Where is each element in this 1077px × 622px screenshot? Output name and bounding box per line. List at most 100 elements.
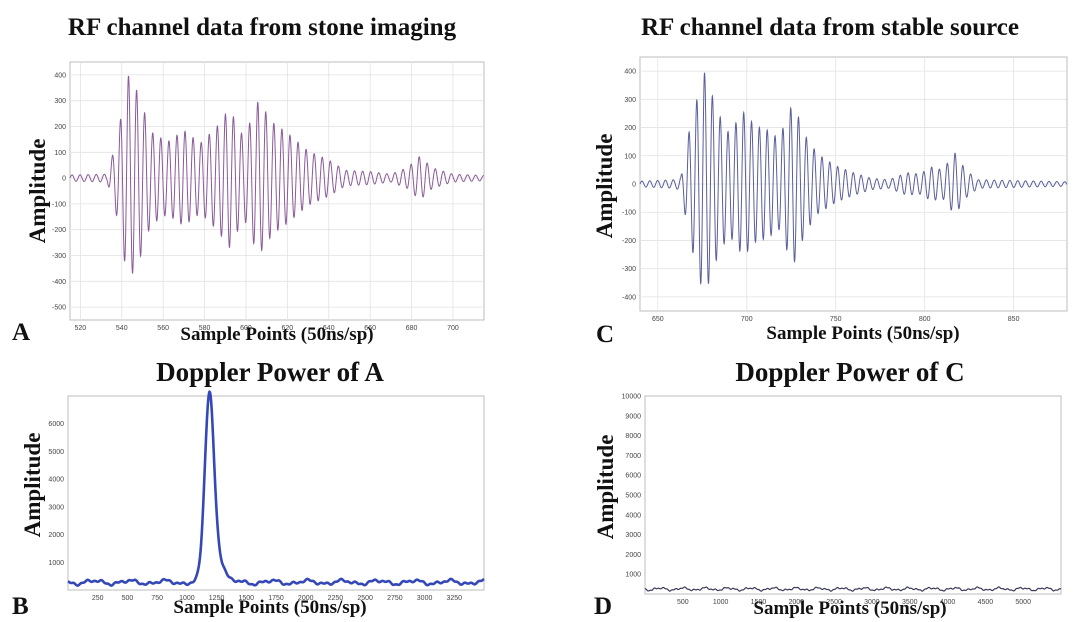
panel-a-xlabel: Sample Points (50ns/sp) — [180, 324, 373, 345]
panel-a-ylabel: Amplitude — [25, 139, 50, 244]
panel-c-xtick-label: 850 — [1008, 316, 1020, 323]
panel-a-xtick-label: 700 — [447, 325, 459, 332]
panel-c-ytick-label: -200 — [622, 238, 636, 245]
panel-letter-c: C — [596, 321, 614, 348]
panel-b-tick-labels: 250 500 750 1000 1250 1500 1750 2000 2250 2500 275… — [48, 421, 462, 602]
panel-c-title: RF channel data from stable source — [641, 14, 1019, 41]
panel-c-ylabel: Amplitude — [592, 134, 617, 239]
panel-d-ytick-label: 9000 — [625, 413, 641, 420]
panel-d-ytick-label: 6000 — [625, 473, 641, 480]
panel-letter-b: B — [12, 593, 29, 620]
panel-a-ytick-label: -200 — [52, 227, 66, 234]
panel-d-xtick-label: 1000 — [713, 599, 729, 606]
panel-letter-d: D — [594, 593, 612, 620]
panel-d-xtick-label: 4000 — [940, 599, 956, 606]
panel-b-xtick-label: 2750 — [387, 595, 403, 602]
panel-d-ytick-label: 5000 — [625, 493, 641, 500]
panel-b-ytick-label: 5000 — [48, 449, 64, 456]
panel-c-xlabel: Sample Points (50ns/sp) — [766, 323, 959, 344]
panel-c-xtick-label: 700 — [741, 316, 753, 323]
panel-b-ytick-label: 1000 — [48, 560, 64, 567]
panel-d-tick-labels: 500 1000 1500 2000 2500 3000 3500 4000 4500 5000 1… — [622, 394, 1032, 607]
panel-b-xtick-label: 3250 — [446, 595, 462, 602]
panel-b-xtick-label: 1500 — [238, 595, 254, 602]
panel-b-xtick-label: 1250 — [209, 595, 225, 602]
panel-d-ytick-label: 10000 — [622, 394, 642, 401]
panel-c-ytick-label: -100 — [622, 210, 636, 217]
panel-c-ytick-label: 100 — [624, 153, 636, 160]
panel-b-xtick-label: 3000 — [417, 595, 433, 602]
panel-a-xtick-label: 580 — [199, 325, 211, 332]
panel-a-tick-labels: 520 540 560 580 600 620 640 660 680 700 400 300 200 1… — [52, 72, 459, 332]
panel-d-plot-area — [644, 395, 1062, 595]
panel-a-xtick-label: 640 — [323, 325, 335, 332]
panel-a-grid — [70, 62, 484, 320]
panel-a-ytick-label: 400 — [54, 72, 66, 79]
panel-a-ytick-label: 200 — [54, 124, 66, 131]
panel-d-ytick-label: 3000 — [625, 532, 641, 539]
panel-b-power-line — [67, 390, 485, 587]
panel-b-ytick-label: 4000 — [48, 477, 64, 484]
panel-b-ylabel: Amplitude — [20, 433, 45, 538]
panel-c-tick-labels: 650 700 750 800 850 400 300 200 100 0 -100 -200 -300… — [622, 69, 1020, 323]
panel-a-ytick-label: 300 — [54, 98, 66, 105]
panel-d-ytick-label: 2000 — [625, 552, 641, 559]
panel-b-xtick-label: 1000 — [179, 595, 195, 602]
panel-c-xtick-label: 800 — [919, 316, 931, 323]
panel-b-ytick-label: 3000 — [48, 504, 64, 511]
panel-b-xtick-label: 500 — [122, 595, 134, 602]
panel-b-xtick-label: 2500 — [357, 595, 373, 602]
panel-a-ytick-label: -400 — [52, 279, 66, 286]
panel-b: Doppler Power of A 250 500 750 1000 1250 1500… — [12, 357, 485, 620]
panel-a-xtick-label: 600 — [240, 325, 252, 332]
panel-a-rf-line — [69, 75, 484, 274]
panel-d-xlabel: Sample Points (50ns/sp) — [753, 598, 946, 619]
panel-a-xtick-label: 620 — [282, 325, 294, 332]
panel-d: Doppler Power of C 500 1000 1500 2000 2500 30… — [593, 357, 1062, 620]
panel-a-ytick-label: -500 — [52, 305, 66, 312]
panel-b-ytick-label: 6000 — [48, 421, 64, 428]
panel-d-ytick-label: 4000 — [625, 512, 641, 519]
panel-c-rf-line — [639, 72, 1068, 286]
panel-c-xtick-label: 750 — [830, 316, 842, 323]
panel-c: RF channel data from stable source 650 70… — [592, 14, 1068, 348]
panel-d-xtick-label: 4500 — [978, 599, 994, 606]
panel-a-ytick-label: 0 — [62, 176, 66, 183]
panel-b-xtick-label: 2250 — [328, 595, 344, 602]
panel-b-xtick-label: 250 — [92, 595, 104, 602]
panel-d-xtick-label: 3000 — [864, 599, 880, 606]
panel-c-xtick-label: 650 — [652, 316, 664, 323]
panel-b-xtick-label: 750 — [151, 595, 163, 602]
panel-a-ytick-label: -300 — [52, 253, 66, 260]
panel-d-title: Doppler Power of C — [735, 357, 964, 387]
panel-b-xlabel: Sample Points (50ns/sp) — [173, 597, 366, 618]
panel-c-ytick-label: -400 — [622, 294, 636, 301]
panel-a-title: RF channel data from stone imaging — [68, 14, 457, 41]
panel-d-xtick-label: 500 — [677, 599, 689, 606]
panel-c-ytick-label: 200 — [624, 125, 636, 132]
panel-d-ytick-label: 7000 — [625, 453, 641, 460]
panel-a: RF channel data from stone imaging 520 54… — [12, 14, 485, 346]
panel-b-plot-area — [67, 395, 485, 591]
panel-c-ytick-label: -300 — [622, 266, 636, 273]
panel-b-xtick-label: 2000 — [298, 595, 314, 602]
panel-b-ytick-label: 2000 — [48, 532, 64, 539]
panel-d-xtick-label: 3500 — [902, 599, 918, 606]
panel-a-ytick-label: 100 — [54, 150, 66, 157]
panel-d-ytick-label: 1000 — [625, 572, 641, 579]
panel-c-ytick-label: 400 — [624, 69, 636, 76]
panel-b-title: Doppler Power of A — [156, 357, 384, 387]
panel-c-ytick-label: 0 — [632, 182, 636, 189]
panel-a-xtick-label: 540 — [116, 325, 128, 332]
panel-d-ylabel: Amplitude — [593, 435, 618, 540]
panel-d-power-line — [644, 586, 1062, 592]
panel-d-xtick-label: 1500 — [751, 599, 767, 606]
panel-d-xtick-label: 5000 — [1015, 599, 1031, 606]
panel-d-ytick-label: 8000 — [625, 433, 641, 440]
panel-letter-a: A — [12, 319, 30, 346]
panel-a-xtick-label: 520 — [75, 325, 87, 332]
panel-c-ytick-label: 300 — [624, 97, 636, 104]
panel-d-xtick-label: 2000 — [788, 599, 804, 606]
panel-a-ytick-label: -100 — [52, 201, 66, 208]
